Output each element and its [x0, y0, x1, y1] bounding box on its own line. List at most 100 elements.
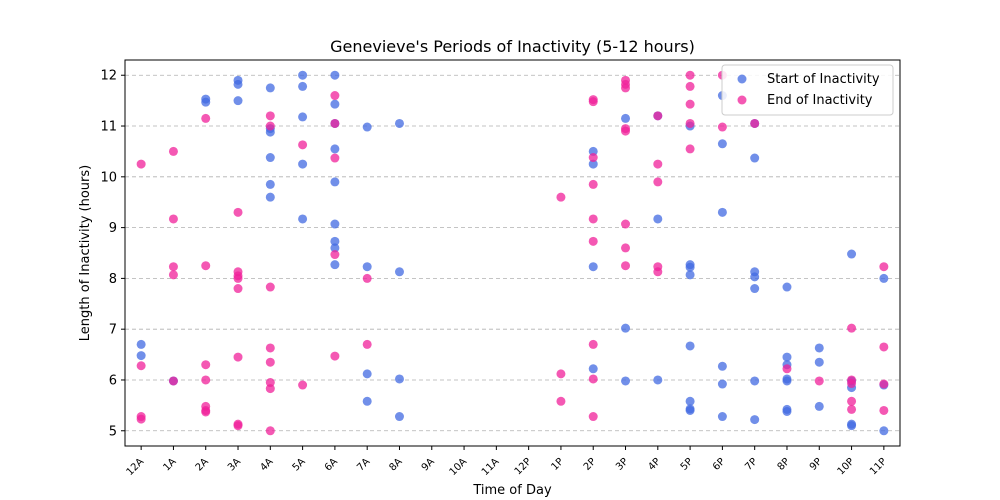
- end-point: [621, 83, 631, 93]
- start-point: [362, 262, 372, 272]
- start-point: [394, 118, 404, 128]
- start-point: [814, 401, 824, 411]
- start-point: [330, 70, 340, 80]
- start-point: [265, 179, 275, 189]
- end-point: [330, 153, 340, 163]
- end-point: [879, 262, 889, 272]
- end-point: [653, 267, 663, 277]
- start-point: [330, 99, 340, 109]
- start-point: [298, 70, 308, 80]
- x-tick-label: 10P: [836, 456, 857, 477]
- start-point: [233, 96, 243, 106]
- data-points: [136, 70, 889, 436]
- start-point: [717, 207, 727, 217]
- end-point: [685, 81, 695, 91]
- start-point: [136, 351, 146, 361]
- start-point: [717, 139, 727, 149]
- end-point: [330, 250, 340, 260]
- end-point: [847, 404, 857, 414]
- end-point: [168, 270, 178, 280]
- x-tick-label: 3A: [226, 456, 243, 473]
- end-point: [621, 219, 631, 229]
- start-point: [621, 113, 631, 123]
- end-point: [653, 159, 663, 169]
- x-tick-label: 5A: [291, 456, 308, 473]
- start-point: [233, 79, 243, 89]
- start-point: [621, 323, 631, 333]
- legend-marker-end: [737, 95, 747, 105]
- start-point: [265, 153, 275, 163]
- start-point: [265, 192, 275, 202]
- start-point: [265, 83, 275, 93]
- legend: Start of Inactivity End of Inactivity: [721, 64, 894, 116]
- y-tick-label: 8: [109, 272, 117, 287]
- end-point: [136, 361, 146, 371]
- start-point: [685, 405, 695, 415]
- end-point: [685, 70, 695, 80]
- end-point: [136, 414, 146, 424]
- end-point: [847, 396, 857, 406]
- x-tick-label: 3P: [614, 456, 631, 473]
- end-point: [201, 113, 211, 123]
- end-point: [879, 405, 889, 415]
- end-point: [298, 380, 308, 390]
- x-tick-label: 1P: [550, 456, 567, 473]
- start-point: [394, 267, 404, 277]
- x-tick-label: 6P: [711, 456, 728, 473]
- x-tick-label: 9A: [420, 456, 437, 473]
- end-point: [556, 369, 566, 379]
- end-point: [168, 262, 178, 272]
- start-point: [588, 364, 598, 374]
- start-point: [814, 357, 824, 367]
- start-point: [750, 284, 760, 294]
- end-point: [265, 111, 275, 121]
- end-point: [201, 375, 211, 385]
- end-point: [588, 153, 598, 163]
- start-point: [330, 243, 340, 253]
- y-tick-label: 12: [100, 69, 117, 84]
- start-point: [330, 144, 340, 154]
- end-point: [362, 273, 372, 283]
- start-point: [588, 159, 598, 169]
- start-point: [330, 177, 340, 187]
- gridlines: [125, 74, 900, 432]
- start-point: [782, 406, 792, 416]
- x-tick-label: 10A: [448, 456, 470, 478]
- end-point: [782, 364, 792, 374]
- x-tick-label: 2A: [194, 456, 211, 473]
- y-tick-label: 11: [100, 120, 117, 135]
- end-point: [201, 261, 211, 271]
- start-point: [879, 426, 889, 436]
- start-point: [653, 214, 663, 224]
- x-tick-label: 11A: [480, 456, 502, 478]
- end-point: [588, 339, 598, 349]
- x-axis-label: Time of Day: [472, 483, 552, 498]
- end-point: [233, 352, 243, 362]
- end-point: [879, 342, 889, 352]
- start-point: [685, 270, 695, 280]
- end-point: [556, 396, 566, 406]
- start-point: [782, 282, 792, 292]
- start-point: [847, 249, 857, 259]
- start-point: [847, 421, 857, 431]
- start-point: [750, 272, 760, 282]
- start-point: [717, 361, 727, 371]
- start-point: [394, 374, 404, 384]
- x-tick-label: 7A: [355, 456, 372, 473]
- start-point: [298, 159, 308, 169]
- start-point: [330, 219, 340, 229]
- start-point: [621, 376, 631, 386]
- end-point: [653, 111, 663, 121]
- start-point: [814, 343, 824, 353]
- start-point: [879, 273, 889, 283]
- end-point: [201, 407, 211, 417]
- x-tick-label: 5P: [679, 456, 696, 473]
- end-point: [265, 357, 275, 367]
- start-point: [330, 236, 340, 246]
- start-point: [588, 262, 598, 272]
- end-point: [233, 273, 243, 283]
- x-tick-label: 12A: [125, 456, 147, 478]
- start-point: [653, 375, 663, 385]
- end-point: [330, 351, 340, 361]
- end-point: [653, 177, 663, 187]
